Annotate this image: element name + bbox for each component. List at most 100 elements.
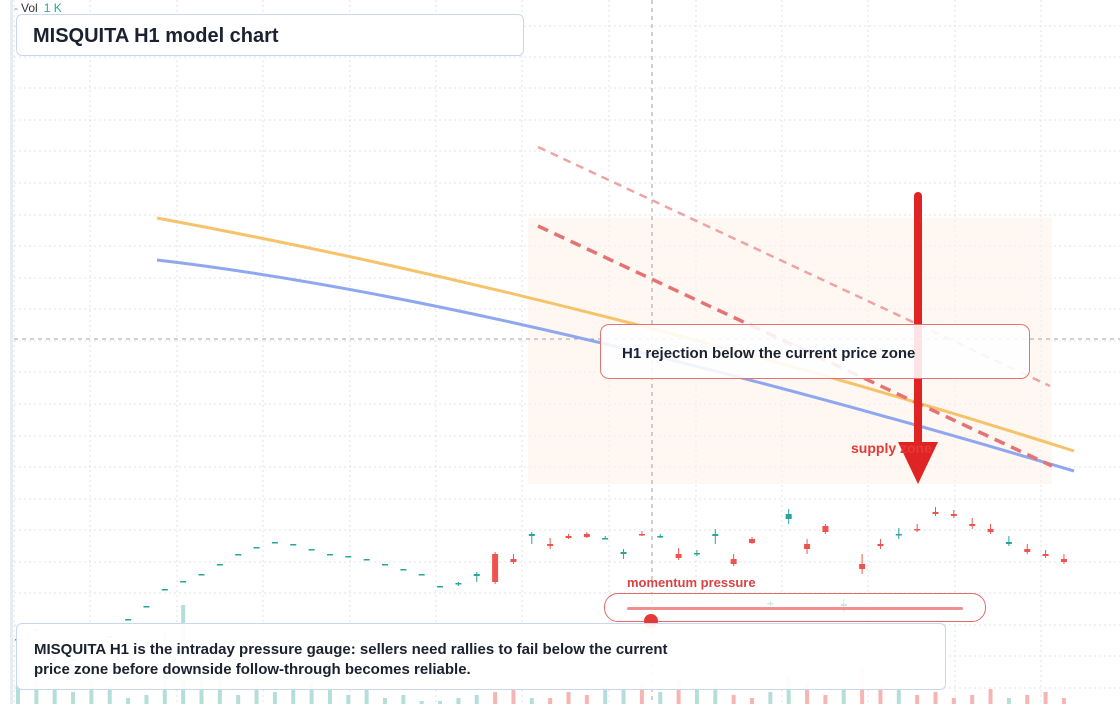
volume-bar (548, 698, 553, 704)
volume-bar (456, 698, 461, 704)
candle-body (969, 524, 976, 526)
volume-bar (346, 695, 351, 704)
volume-bar (511, 689, 516, 704)
candle-body (455, 583, 462, 585)
volume-bar (915, 695, 920, 704)
volume-bar (988, 689, 993, 704)
volume-bar (291, 689, 296, 704)
rejection-callout-text: H1 rejection below the current price zon… (622, 345, 916, 362)
volume-bar (805, 683, 810, 704)
trendline-lower (537, 224, 1053, 468)
down-arrow-head (898, 442, 938, 484)
volume-bar (71, 692, 76, 704)
candle-body (602, 538, 609, 540)
candle-body (804, 544, 811, 549)
candle-body (1042, 554, 1049, 556)
volume-bar (621, 689, 626, 704)
candle-body (987, 529, 994, 532)
volume-bar (603, 686, 608, 704)
candle-body (198, 574, 205, 576)
candle-body (528, 534, 535, 536)
volume-bar (419, 701, 424, 704)
candle-body (1060, 559, 1067, 562)
rejection-callout: H1 rejection below the current price zon… (600, 324, 1030, 379)
candle-body (583, 534, 590, 537)
candle-body (473, 574, 480, 576)
candle-body (785, 514, 792, 519)
volume-bar (639, 683, 644, 704)
volume-bar (1043, 692, 1048, 704)
candle-body (547, 544, 554, 546)
volume-bar (713, 686, 718, 704)
volume-legend-marker: - (14, 1, 18, 15)
candle-body (822, 526, 829, 532)
candle-body (253, 547, 260, 549)
volume-bar (236, 695, 241, 704)
volume-bar (1006, 698, 1011, 704)
candle-body (1005, 542, 1012, 544)
volume-bar (52, 689, 57, 704)
price-scale-rail (10, 0, 13, 704)
candle-body (345, 556, 352, 558)
candle-body (730, 559, 737, 564)
volume-bar (126, 698, 131, 704)
volume-bar (364, 689, 369, 704)
candle-body (565, 536, 572, 538)
volume-bar (254, 686, 259, 704)
candle-body (308, 549, 315, 551)
volume-bar (89, 680, 94, 704)
candle-body (216, 564, 223, 566)
volume-bar (786, 677, 791, 704)
candle-body (914, 529, 921, 531)
candle-body (620, 552, 627, 554)
volume-bar (694, 689, 699, 704)
volume-legend-label: Vol (21, 1, 38, 15)
candle-body (693, 553, 700, 555)
candle-body (180, 581, 187, 583)
ma-slow-line (156, 258, 1075, 473)
momentum-label: momentum pressure (627, 575, 756, 590)
candle-body (638, 534, 645, 536)
candle-body (235, 554, 242, 556)
description-panel: MISQUITA H1 is the intraday pressure gau… (16, 623, 946, 690)
volume-bar (823, 695, 828, 704)
volume-bar (327, 689, 332, 704)
momentum-gauge[interactable] (604, 593, 986, 628)
volume-bar (878, 686, 883, 704)
candle-body (895, 534, 902, 536)
candle-body (382, 564, 388, 566)
volume-bar (401, 695, 406, 704)
volume-bar (383, 698, 387, 704)
volume-bar (529, 698, 534, 704)
candle-body (510, 559, 517, 562)
volume-legend: - Vol 1 K (14, 1, 62, 15)
candle-body (143, 606, 150, 608)
volume-bar (970, 695, 975, 704)
volume-bar (768, 692, 773, 704)
volume-bar (896, 689, 901, 704)
volume-bar (676, 680, 681, 704)
candle-body (161, 589, 168, 591)
volume-bar (1025, 695, 1030, 704)
volume-bar (566, 692, 571, 704)
candle-body (418, 574, 425, 576)
volume-bar (309, 683, 314, 704)
candle-body (437, 586, 444, 588)
volume-bar (438, 701, 443, 704)
candle-body (859, 564, 866, 569)
volume-bar (493, 692, 498, 704)
candle-body (675, 554, 682, 558)
volume-bar (750, 698, 754, 704)
candle-body (125, 619, 132, 621)
candle-body (712, 534, 719, 536)
candle-body (1024, 549, 1031, 552)
trendline-upper (537, 145, 1051, 388)
candle-body (657, 536, 664, 538)
volume-bar (474, 695, 479, 704)
volume-bar (272, 692, 277, 704)
volume-bar (144, 695, 149, 704)
volume-bar (1061, 698, 1066, 704)
volume-bar (731, 695, 736, 704)
candle-body (271, 542, 278, 544)
